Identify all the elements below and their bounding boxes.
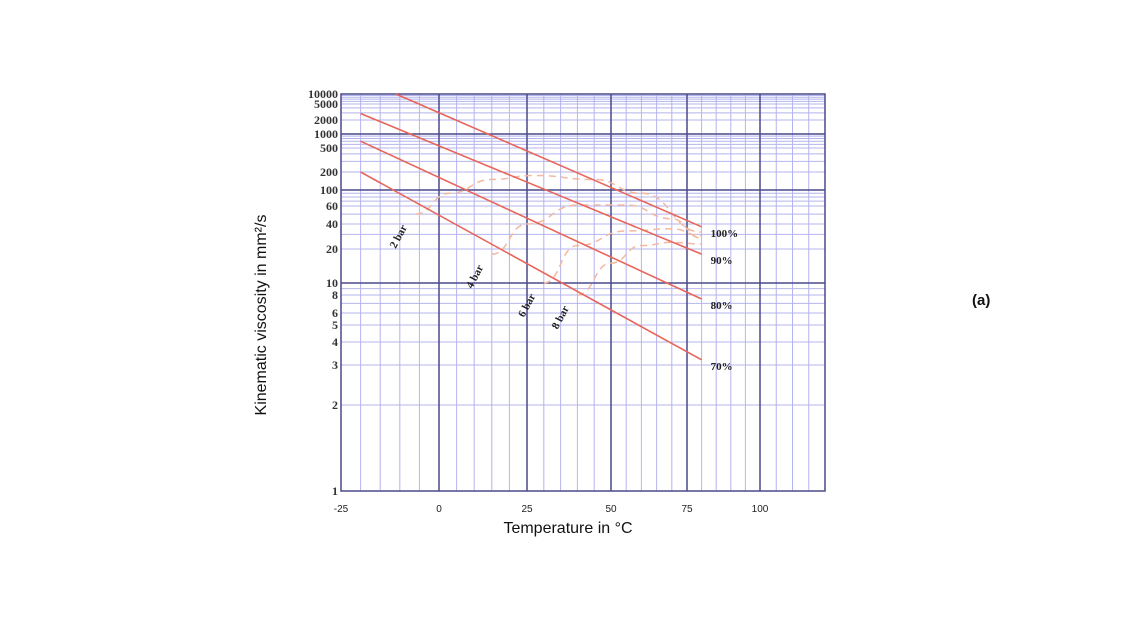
- y-tick-label: 10: [326, 276, 338, 290]
- x-tick-label: 50: [605, 504, 617, 515]
- y-tick-label: 5000: [314, 97, 338, 111]
- y-tick-label: 200: [320, 165, 338, 179]
- x-axis-label: Temperature in °C: [503, 520, 633, 537]
- series-line-80pct: [360, 140, 702, 300]
- y-tick-label: 500: [320, 141, 338, 155]
- y-tick-label: 20: [326, 242, 338, 256]
- series-line-70pct: [360, 171, 702, 361]
- y-tick-label: 1000: [314, 127, 338, 141]
- x-tick-label: 100: [752, 504, 769, 515]
- y-tick-label: 40: [326, 217, 338, 231]
- series-label: 90%: [711, 255, 733, 267]
- y-tick-label: 2000: [314, 113, 338, 127]
- series-line-100pct: [395, 93, 702, 228]
- y-tick-label: 10000: [308, 87, 338, 101]
- x-tick-label: 0: [436, 504, 442, 515]
- y-tick-label: 8: [332, 288, 338, 302]
- y-axis-label: Kinematic viscosity in mm²/s: [253, 214, 270, 416]
- y-tick-label: 1: [332, 484, 338, 498]
- series-label: 80%: [711, 300, 733, 312]
- y-tick-label: 100: [320, 183, 338, 197]
- panel-label: (a): [972, 292, 991, 309]
- series-label: 100%: [711, 228, 739, 240]
- y-tick-label: 2: [332, 398, 338, 412]
- series-label: 70%: [711, 361, 733, 373]
- pressure-curve-4bar: [491, 204, 702, 255]
- x-tick-label: 75: [681, 504, 693, 515]
- y-tick-label: 60: [326, 199, 338, 213]
- y-tick-label: 3: [332, 358, 338, 372]
- x-tick-label: -25: [334, 504, 349, 515]
- series-line-90pct: [360, 112, 702, 255]
- plot-area: [341, 94, 825, 491]
- pressure-curve-8bar: [577, 241, 702, 296]
- pressure-curve-2bar: [415, 174, 702, 233]
- pressure-curve-6bar: [543, 228, 702, 284]
- x-tick-label: 25: [521, 504, 533, 515]
- y-tick-label: 6: [332, 306, 338, 320]
- plot-frame: [340, 93, 826, 492]
- y-tick-label: 5: [332, 318, 338, 332]
- y-tick-label: 4: [332, 335, 338, 349]
